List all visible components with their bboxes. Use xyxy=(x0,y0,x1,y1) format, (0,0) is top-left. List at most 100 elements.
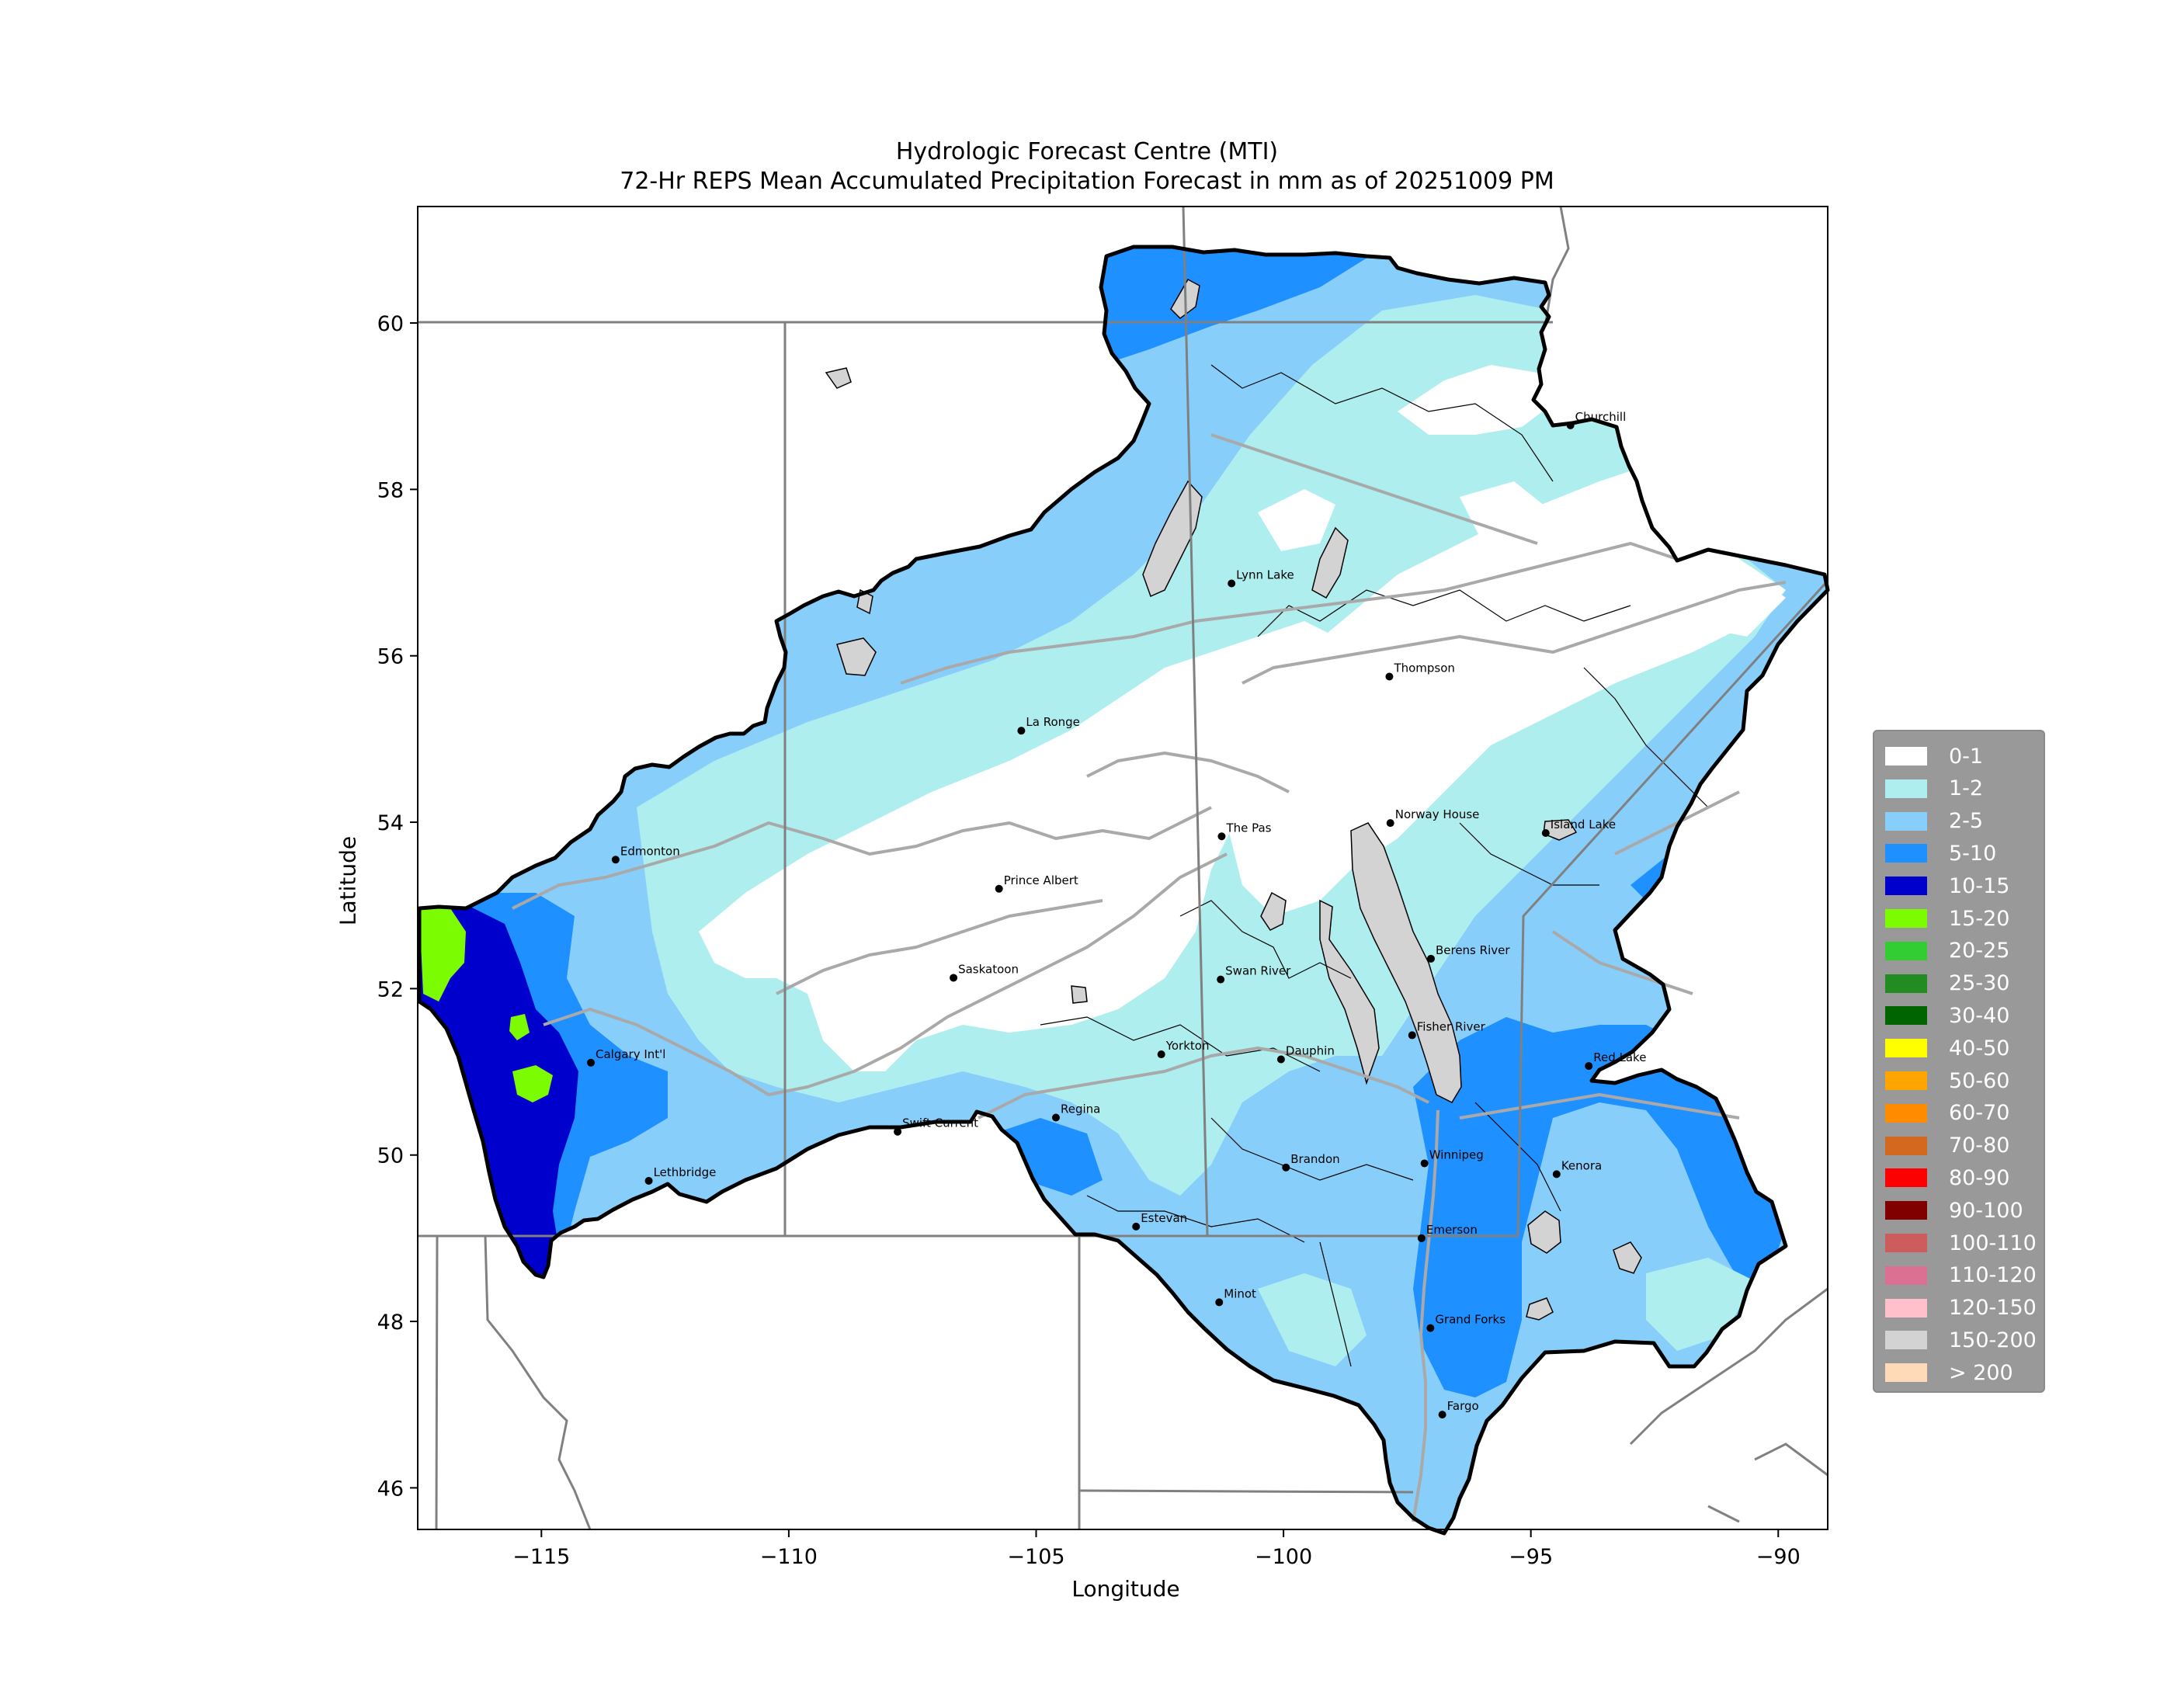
city-label: The Pas xyxy=(1225,821,1271,835)
sub-basin-boundaries xyxy=(1040,364,1709,1367)
legend-label: 80-90 xyxy=(1949,1165,2010,1190)
field-1-2-south xyxy=(1258,1273,1367,1366)
legend-item: 100-110 xyxy=(1885,1227,2037,1258)
field-15-20-b xyxy=(509,1014,530,1040)
y-tick-label: 58 xyxy=(377,478,404,502)
legend-label: 50-60 xyxy=(1949,1068,2010,1093)
river-berens xyxy=(1551,930,1693,995)
river-seal xyxy=(1210,433,1538,545)
x-tick-label: −110 xyxy=(760,1545,818,1569)
legend-swatch xyxy=(1885,1103,1927,1123)
lake-winnipegosis-n xyxy=(1260,891,1287,931)
sub-basin-line-9 xyxy=(1583,667,1709,808)
legend-item: 20-25 xyxy=(1885,936,2009,967)
legend-item: 1-2 xyxy=(1885,773,1983,804)
city-marker xyxy=(1438,1411,1446,1419)
y-tick-label: 46 xyxy=(377,1477,404,1501)
city-marker xyxy=(1420,1159,1429,1168)
city-label: Brandon xyxy=(1290,1152,1339,1166)
legend-swatch xyxy=(1885,1006,1927,1026)
legend-swatch xyxy=(1885,747,1927,765)
city-label: Thompson xyxy=(1393,661,1454,675)
city-markers: Churchill Lynn Lake Thompson La Ronge The Pa… xyxy=(587,410,1646,1419)
legend-label: 1-2 xyxy=(1949,776,1984,801)
city-label: Lethbridge xyxy=(654,1165,717,1179)
legend-swatch xyxy=(1885,779,1927,798)
legend-item: 10-15 xyxy=(1885,870,2009,901)
x-axis-ticks: −115 −110 −105 −100 −95 −90 xyxy=(512,1529,1801,1569)
sub-basin-line-2 xyxy=(1257,589,1631,637)
legend-swatch xyxy=(1885,974,1927,993)
city-marker xyxy=(1417,1234,1426,1242)
legend-label: 0-1 xyxy=(1949,744,1984,769)
sub-basin-line-8 xyxy=(1474,1102,1561,1212)
city-marker xyxy=(1552,1170,1561,1179)
x-tick-label: −95 xyxy=(1509,1545,1553,1569)
legend-label: 2-5 xyxy=(1949,809,1984,834)
lake-reindeer xyxy=(1142,480,1203,598)
legend-item: 40-50 xyxy=(1885,1033,2009,1064)
y-tick-label: 48 xyxy=(377,1311,404,1335)
city-label: Edmonton xyxy=(620,844,680,858)
city-label: Saskatoon xyxy=(958,962,1019,976)
border-manitoba-ontario xyxy=(1516,579,1828,1237)
lake-athabasca-west xyxy=(825,367,852,389)
legend-label: 40-50 xyxy=(1949,1036,2010,1061)
legend-label: 100-110 xyxy=(1949,1231,2037,1255)
x-tick-label: −115 xyxy=(512,1545,570,1569)
city-marker xyxy=(1385,672,1394,681)
field-10-15 xyxy=(419,904,578,1289)
river-winnipeg xyxy=(1459,1093,1740,1120)
lake-wollaston xyxy=(836,637,877,676)
border-idaho xyxy=(435,1235,439,1529)
sub-basin-line-6 xyxy=(1086,1195,1305,1243)
city-marker xyxy=(1585,1062,1593,1071)
city-marker xyxy=(1217,832,1226,841)
rivers xyxy=(512,433,1787,1522)
field-0-1-east xyxy=(1227,466,1786,916)
city-marker xyxy=(995,884,1003,893)
legend-swatch xyxy=(1885,1298,1927,1317)
chart-subtitle: 72-Hr REPS Mean Accumulated Precipitatio… xyxy=(620,168,1554,195)
city-label: Grand Forks xyxy=(1435,1313,1505,1327)
legend-swatch xyxy=(1885,1168,1927,1188)
border-nd-sd xyxy=(1078,1489,1414,1494)
x-axis-label: Longitude xyxy=(1071,1576,1180,1602)
y-tick-label: 56 xyxy=(377,645,404,669)
city-label: Berens River xyxy=(1436,943,1510,957)
field-15-20-c xyxy=(512,1065,553,1102)
x-tick-label: −105 xyxy=(1007,1545,1064,1569)
field-5-10-north xyxy=(1071,247,1382,365)
y-tick-label: 60 xyxy=(377,312,404,336)
border-wisconsin xyxy=(1707,1505,1740,1523)
lake-winnipeg xyxy=(1350,822,1462,1103)
legend-item: > 200 xyxy=(1885,1357,2013,1388)
city-marker xyxy=(894,1127,902,1136)
legend-swatch xyxy=(1885,1071,1927,1090)
city-label: Minot xyxy=(1224,1286,1256,1300)
field-0-1-hudson xyxy=(1708,575,1786,637)
city-marker xyxy=(1217,975,1225,984)
legend-item: 90-100 xyxy=(1885,1195,2023,1226)
city-marker xyxy=(1215,1298,1224,1307)
legend-swatch xyxy=(1885,844,1927,863)
field-5-10-east xyxy=(1413,1017,1786,1397)
legend-item: 2-5 xyxy=(1885,806,1983,837)
city-label: Calgary Int'l xyxy=(596,1047,665,1061)
city-marker xyxy=(1541,828,1550,837)
legend-swatch xyxy=(1885,1039,1927,1058)
sub-basin-line-5 xyxy=(1210,1117,1414,1181)
legend-swatch xyxy=(1885,1201,1927,1220)
legend-swatch xyxy=(1885,811,1927,831)
river-nelson xyxy=(1242,581,1787,685)
legend-swatch xyxy=(1885,1363,1927,1383)
legend-item: 120-150 xyxy=(1885,1293,2037,1324)
y-axis-label: Latitude xyxy=(335,835,361,926)
legend-label: 25-30 xyxy=(1949,971,2010,996)
legend-swatch xyxy=(1885,1234,1927,1252)
city-marker xyxy=(1228,579,1236,588)
legend-item: 150-200 xyxy=(1885,1324,2037,1356)
legend-label: 15-20 xyxy=(1949,906,2010,931)
field-0-1-north xyxy=(1398,365,1553,435)
